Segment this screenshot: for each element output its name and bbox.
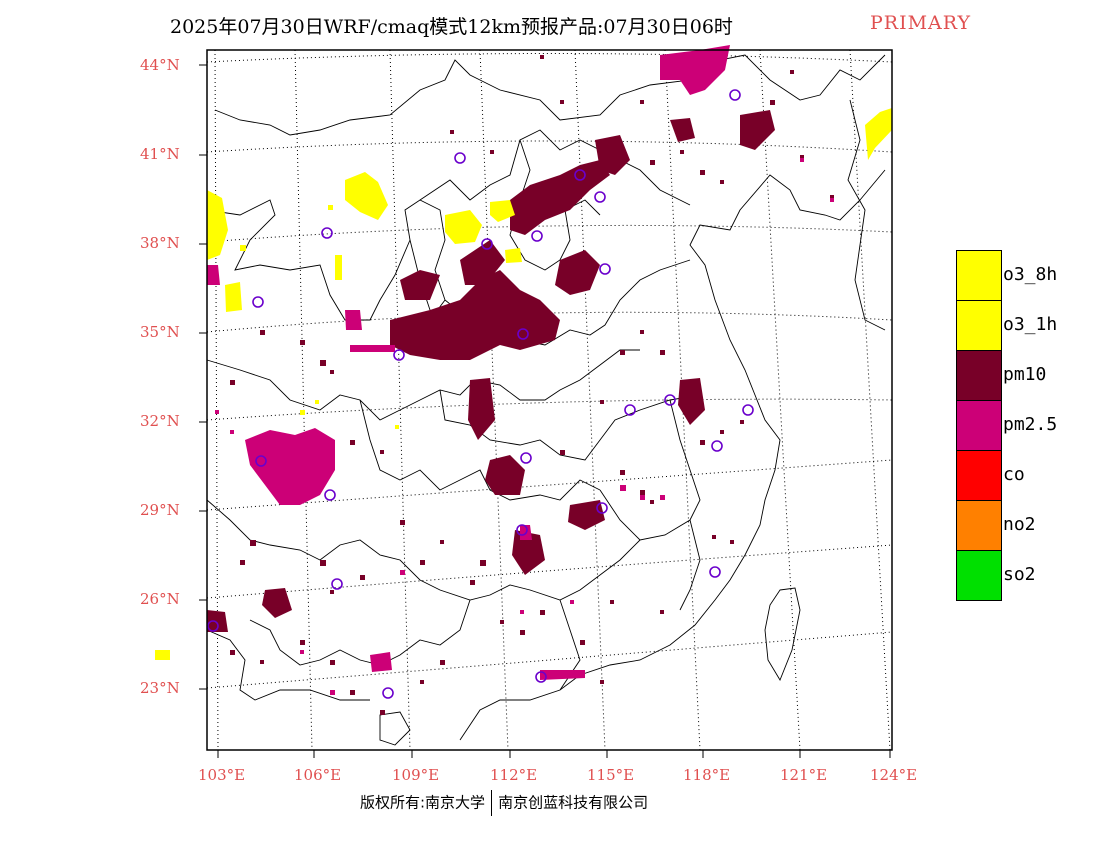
lon-label-112: 112°E: [490, 766, 538, 784]
legend: [956, 250, 1002, 601]
copyright-right: 南京创蓝科技有限公司: [498, 793, 649, 812]
legend-label-o3-8h: o3_8h: [1003, 264, 1058, 285]
legend-label-pm25: pm2.5: [1003, 414, 1058, 435]
lat-label-26: 26°N: [140, 590, 180, 608]
lon-label-121: 121°E: [780, 766, 828, 784]
lat-label-41: 41°N: [140, 145, 180, 163]
map-title: 2025年07月30日WRF/cmaq模式12km预报产品:07月30日06时: [170, 16, 733, 38]
lon-label-109: 109°E: [392, 766, 440, 784]
legend-label-no2: no2: [1003, 514, 1036, 535]
lat-label-23: 23°N: [140, 679, 180, 697]
lon-label-115: 115°E: [587, 766, 635, 784]
legend-label-co: co: [1003, 464, 1025, 485]
lon-label-124: 124°E: [870, 766, 918, 784]
legend-label-pm10: pm10: [1003, 364, 1047, 385]
copyright-footer: 版权所有:南京大学 南京创蓝科技有限公司: [360, 790, 648, 816]
lon-label-106: 106°E: [294, 766, 342, 784]
copyright-left: 版权所有:南京大学: [360, 793, 486, 812]
legend-swatch-no2: [957, 501, 1001, 551]
legend-swatch-pm10: [957, 351, 1001, 401]
map-frame: [206, 49, 893, 751]
legend-label-so2: so2: [1003, 564, 1036, 585]
legend-swatch-o3-1h: [957, 301, 1001, 351]
pollutant-tag: PRIMARY: [870, 12, 972, 34]
lat-label-44: 44°N: [140, 56, 180, 74]
lon-label-118: 118°E: [683, 766, 731, 784]
pm25-speckles: [215, 158, 834, 695]
lat-label-35: 35°N: [140, 323, 180, 341]
pm10-speckles: [230, 55, 834, 715]
graticule: [206, 49, 893, 751]
o3-speckles: [160, 205, 399, 660]
o3-patches: [155, 108, 892, 660]
lat-label-29: 29°N: [140, 501, 180, 519]
legend-swatch-pm25: [957, 401, 1001, 451]
lat-label-32: 32°N: [140, 412, 180, 430]
lon-label-103: 103°E: [198, 766, 246, 784]
legend-swatch-o3-8h: [957, 251, 1001, 301]
legend-label-o3-1h: o3_1h: [1003, 314, 1058, 335]
lat-label-38: 38°N: [140, 234, 180, 252]
pm25-patches: [207, 45, 730, 680]
pm10-patches: [207, 110, 775, 632]
city-markers: [207, 89, 754, 699]
legend-swatch-so2: [957, 551, 1001, 600]
boundaries: [206, 54, 886, 746]
legend-swatch-co: [957, 451, 1001, 501]
